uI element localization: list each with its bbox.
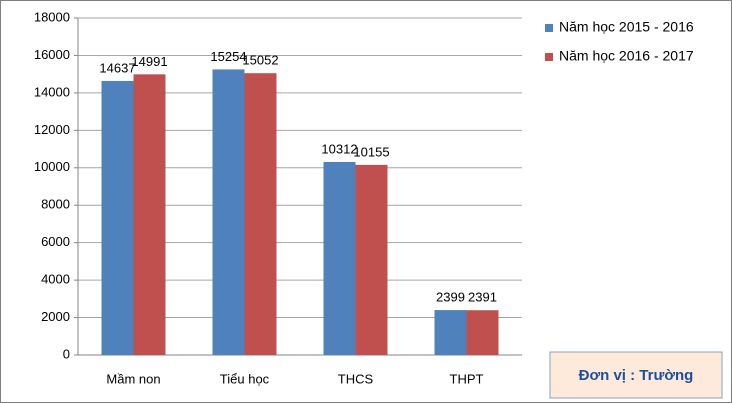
data-label: 10312 xyxy=(321,141,357,156)
data-label: 14637 xyxy=(99,60,135,75)
annotation-box xyxy=(549,351,723,399)
bar xyxy=(434,310,467,355)
y-tick-label: 14000 xyxy=(34,84,70,99)
bar xyxy=(323,161,356,355)
legend-marker xyxy=(545,24,553,32)
annotation: Đơn vị : Trường xyxy=(579,367,694,384)
y-tick-label: 10000 xyxy=(34,159,70,174)
bar xyxy=(212,69,245,355)
y-tick-label: 4000 xyxy=(41,272,70,287)
y-tick-label: 2000 xyxy=(41,309,70,324)
y-tick-label: 6000 xyxy=(41,234,70,249)
bar xyxy=(101,80,134,355)
data-label: 15052 xyxy=(242,53,278,68)
legend-marker xyxy=(545,53,553,61)
legend-label: Năm học 2015 - 2016 xyxy=(559,19,694,35)
data-label: 2391 xyxy=(468,290,497,305)
data-label: 14991 xyxy=(131,54,167,69)
bar xyxy=(355,164,388,355)
data-label: 2399 xyxy=(436,290,465,305)
x-tick-label: Tiểu học xyxy=(220,371,270,386)
y-tick-label: 18000 xyxy=(34,9,70,24)
data-label: 10155 xyxy=(353,144,389,159)
bar xyxy=(244,73,277,355)
y-tick-label: 8000 xyxy=(41,197,70,212)
x-tick-label: Mầm non xyxy=(106,371,160,386)
x-tick-label: THCS xyxy=(338,371,374,386)
data-label: 15254 xyxy=(210,49,246,64)
legend-label: Năm học 2016 - 2017 xyxy=(559,48,694,64)
y-tick-label: 16000 xyxy=(34,47,70,62)
y-tick-label: 0 xyxy=(63,346,70,361)
x-tick-label: THPT xyxy=(450,371,484,386)
y-tick-label: 12000 xyxy=(34,122,70,137)
bar xyxy=(133,74,166,355)
bar xyxy=(466,310,499,355)
